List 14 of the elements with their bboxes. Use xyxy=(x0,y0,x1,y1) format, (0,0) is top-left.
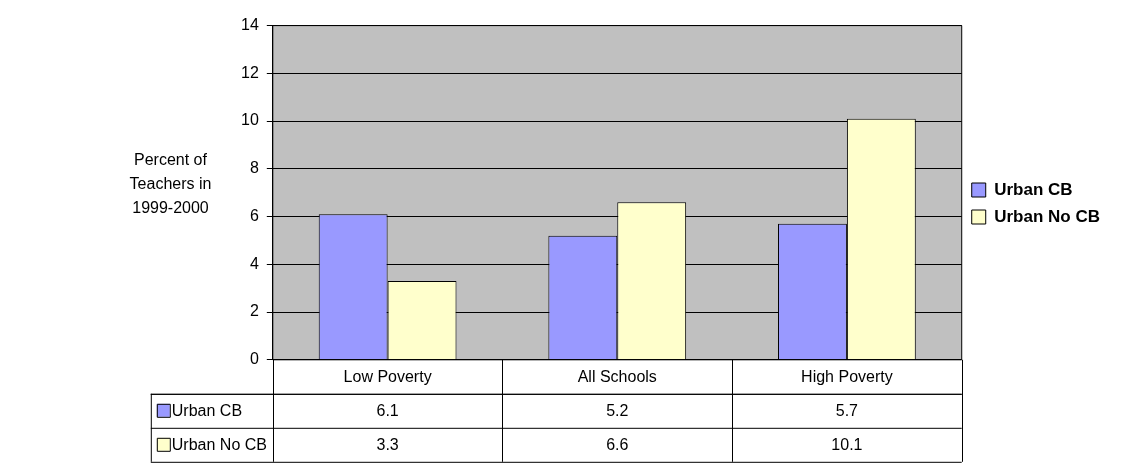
x-tick-label: Low Poverty xyxy=(343,367,432,385)
y-tick-label: 14 xyxy=(241,16,259,34)
y-tick-label: 12 xyxy=(241,63,259,81)
legend-label: Urban No CB xyxy=(994,206,1100,226)
text: Urban CB xyxy=(994,179,1073,199)
y-tick-label: 6 xyxy=(249,206,259,224)
y-tick-label: 0 xyxy=(249,350,259,368)
x-tick-label: All Schools xyxy=(577,367,657,385)
y-tick-label: 8 xyxy=(249,159,259,177)
x-tick-label: High Poverty xyxy=(801,367,893,385)
y-tick-label: 4 xyxy=(249,254,259,272)
y-axis-title: Percent of Teachers in 1999-2000 xyxy=(128,150,213,218)
y-tick-label: 2 xyxy=(249,302,259,320)
y-tick-label: 10 xyxy=(241,111,259,129)
